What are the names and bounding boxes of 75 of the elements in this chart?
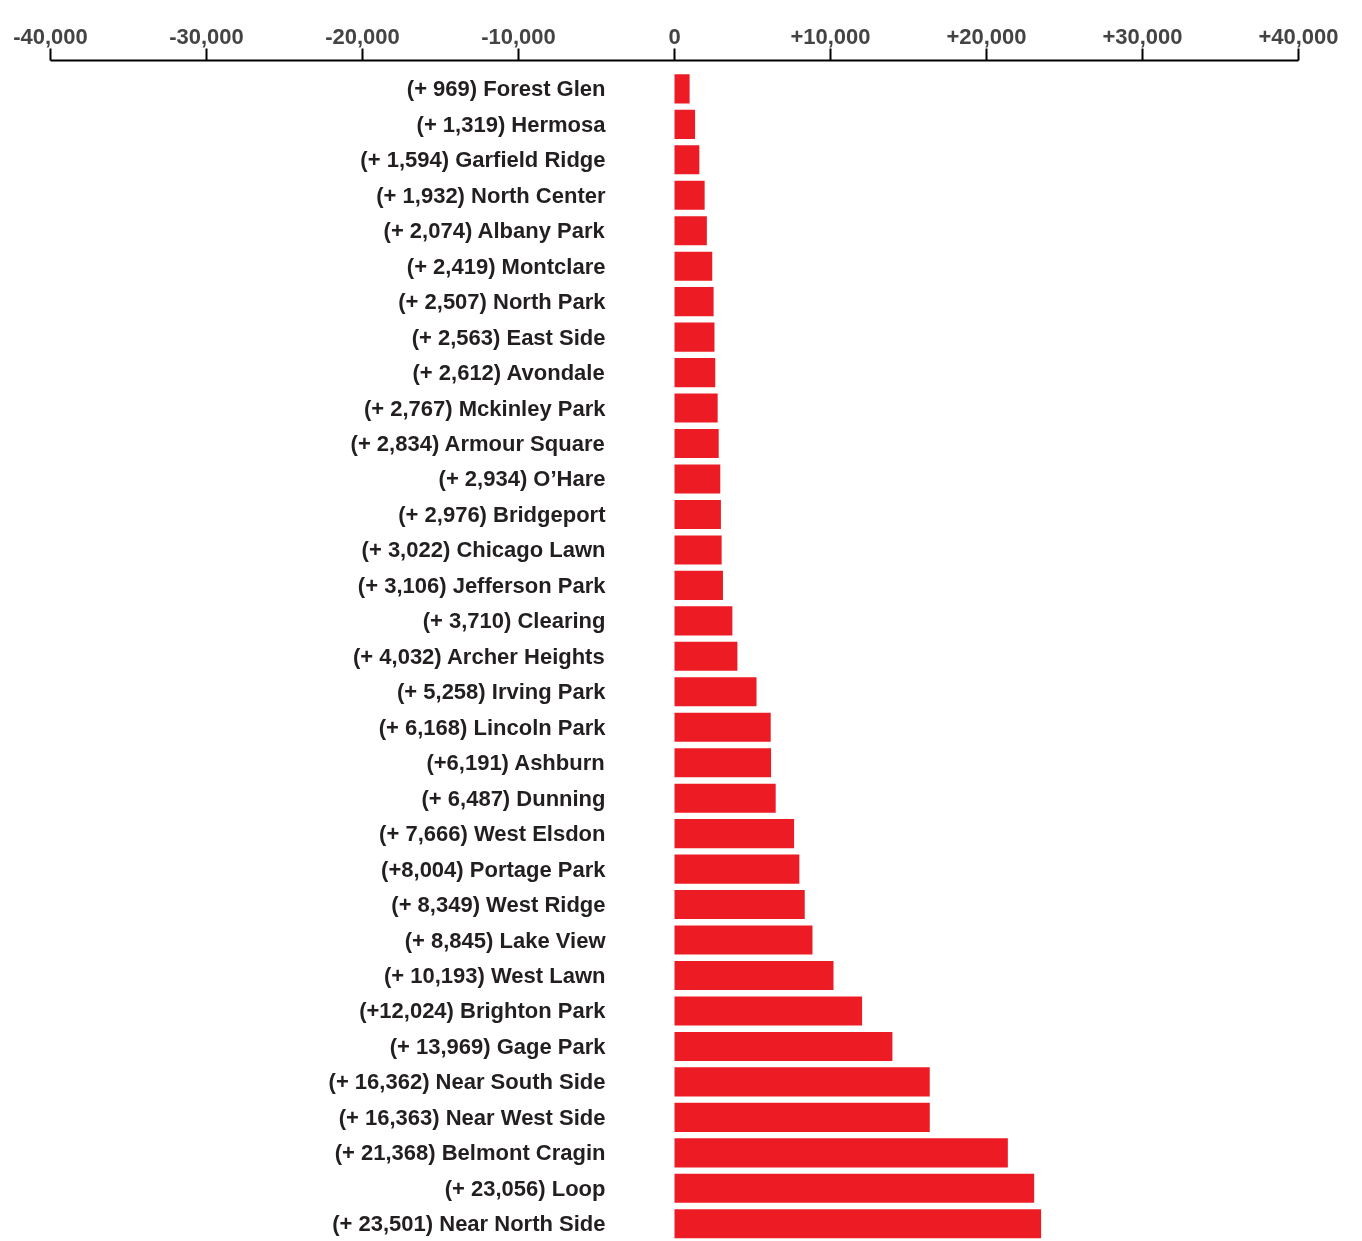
y-tick-label: (+ 10,193) West Lawn (383, 963, 606, 989)
y-tick-label: (+ 23,501) Near North Side (332, 1211, 606, 1237)
bar (674, 748, 772, 778)
bar (674, 606, 733, 636)
y-tick-label: (+ 1,319) Hermosa (416, 111, 607, 137)
bar (674, 570, 723, 600)
bar (674, 251, 713, 281)
y-tick-label: (+ 6,168) Lincoln Park (378, 714, 607, 740)
y-tick-label: (+ 21,368) Belmont Cragin (334, 1140, 606, 1166)
y-tick-label: (+ 2,507) North Park (398, 289, 607, 315)
bar (674, 145, 700, 175)
bar (674, 712, 771, 742)
bar (674, 1209, 1042, 1239)
bar (674, 74, 690, 104)
y-tick-label: (+ 969) Forest Glen (406, 76, 606, 102)
bar (674, 464, 721, 494)
bar (674, 216, 707, 246)
x-tick-label: +30,000 (1102, 23, 1183, 49)
y-tick-label: (+ 8,845) Lake View (404, 927, 607, 953)
bar (674, 287, 714, 317)
bar (674, 854, 800, 884)
y-tick-label: (+ 6,487) Dunning (421, 785, 606, 811)
y-tick-label: (+ 1,594) Garfield Ridge (360, 147, 606, 173)
x-tick-label: -20,000 (325, 23, 400, 49)
bar (674, 1031, 893, 1061)
bar (674, 1067, 930, 1097)
bar (674, 180, 705, 210)
y-tick-label: (+6,191) Ashburn (426, 750, 605, 776)
x-tick-label: -30,000 (169, 23, 244, 49)
y-tick-label: (+ 16,362) Near South Side (328, 1069, 606, 1095)
y-tick-label: (+ 2,074) Albany Park (383, 218, 606, 244)
x-tick-label: +10,000 (790, 23, 871, 49)
bar (674, 641, 738, 671)
y-tick-label: (+ 1,932) North Center (376, 182, 606, 208)
bar (674, 499, 721, 529)
bar (674, 109, 696, 139)
y-tick-label: (+ 7,666) West Elsdon (379, 821, 606, 847)
x-tick-label: +20,000 (946, 23, 1027, 49)
bar (674, 925, 813, 955)
bar (674, 1102, 930, 1132)
y-tick-label: (+ 5,258) Irving Park (397, 679, 607, 705)
y-tick-label: (+ 2,767) Mckinley Park (363, 395, 607, 421)
y-tick-label: (+ 2,934) O’Hare (438, 466, 606, 492)
y-tick-label: (+ 2,976) Bridgeport (398, 501, 607, 527)
y-tick-label: (+ 2,834) Armour Square (350, 431, 605, 457)
y-tick-label: (+ 16,363) Near West Side (338, 1104, 606, 1130)
bar (674, 819, 795, 849)
bar (674, 322, 715, 352)
bar (674, 960, 834, 991)
y-tick-label: (+ 13,969) Gage Park (389, 1033, 607, 1059)
bar (674, 783, 776, 813)
y-tick-label: (+8,004) Portage Park (381, 856, 607, 882)
x-tick-label: 0 (668, 23, 681, 49)
y-tick-label: (+ 3,106) Jefferson Park (357, 572, 607, 598)
y-tick-label: (+ 2,563) East Side (411, 324, 606, 350)
y-tick-label: (+ 3,710) Clearing (422, 608, 606, 634)
x-tick-label: -40,000 (13, 23, 88, 49)
bar (674, 428, 719, 459)
y-tick-label: (+ 8,349) West Ridge (391, 892, 606, 918)
bar (674, 1173, 1035, 1203)
bar (674, 535, 722, 565)
y-tick-label: (+ 4,032) Archer Heights (353, 643, 605, 669)
y-tick-label: (+ 2,612) Avondale (412, 360, 605, 386)
bar (674, 890, 805, 920)
bar (674, 393, 718, 423)
y-tick-label: (+ 3,022) Chicago Lawn (361, 537, 606, 563)
x-tick-label: +40,000 (1258, 23, 1339, 49)
y-tick-label: (+ 23,056) Loop (444, 1175, 606, 1201)
bar (674, 358, 716, 388)
bar (674, 677, 757, 707)
y-tick-label: (+ 2,419) Montclare (406, 253, 606, 279)
bar (674, 996, 863, 1026)
x-tick-label: -10,000 (481, 23, 556, 49)
bar (674, 1138, 1008, 1168)
y-tick-label: (+12,024) Brighton Park (359, 998, 607, 1024)
